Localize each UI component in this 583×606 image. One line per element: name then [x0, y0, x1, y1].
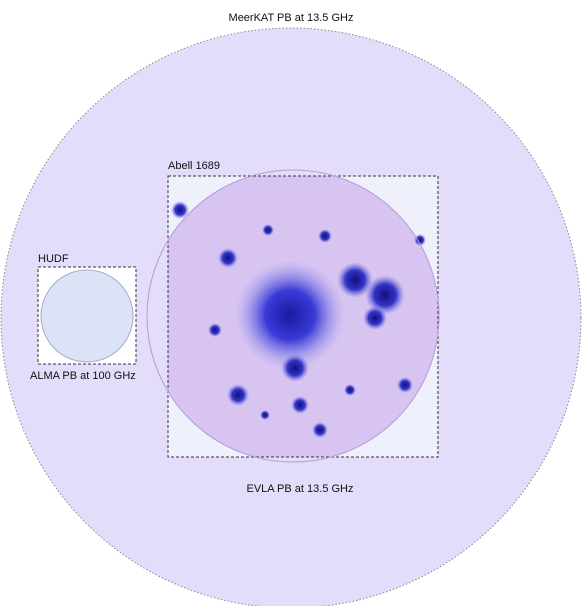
alma-label: ALMA PB at 100 GHz: [30, 370, 136, 382]
evla-label: EVLA PB at 13.5 GHz: [246, 483, 353, 495]
alma-beam: [40, 269, 134, 363]
evla-beam: [146, 169, 440, 463]
abell-box: [167, 175, 439, 458]
hudf-label: HUDF: [38, 253, 69, 265]
abell-label: Abell 1689: [168, 160, 220, 172]
meerkat-label: MeerKAT PB at 13.5 GHz: [229, 12, 354, 24]
abell-image: [168, 176, 438, 457]
